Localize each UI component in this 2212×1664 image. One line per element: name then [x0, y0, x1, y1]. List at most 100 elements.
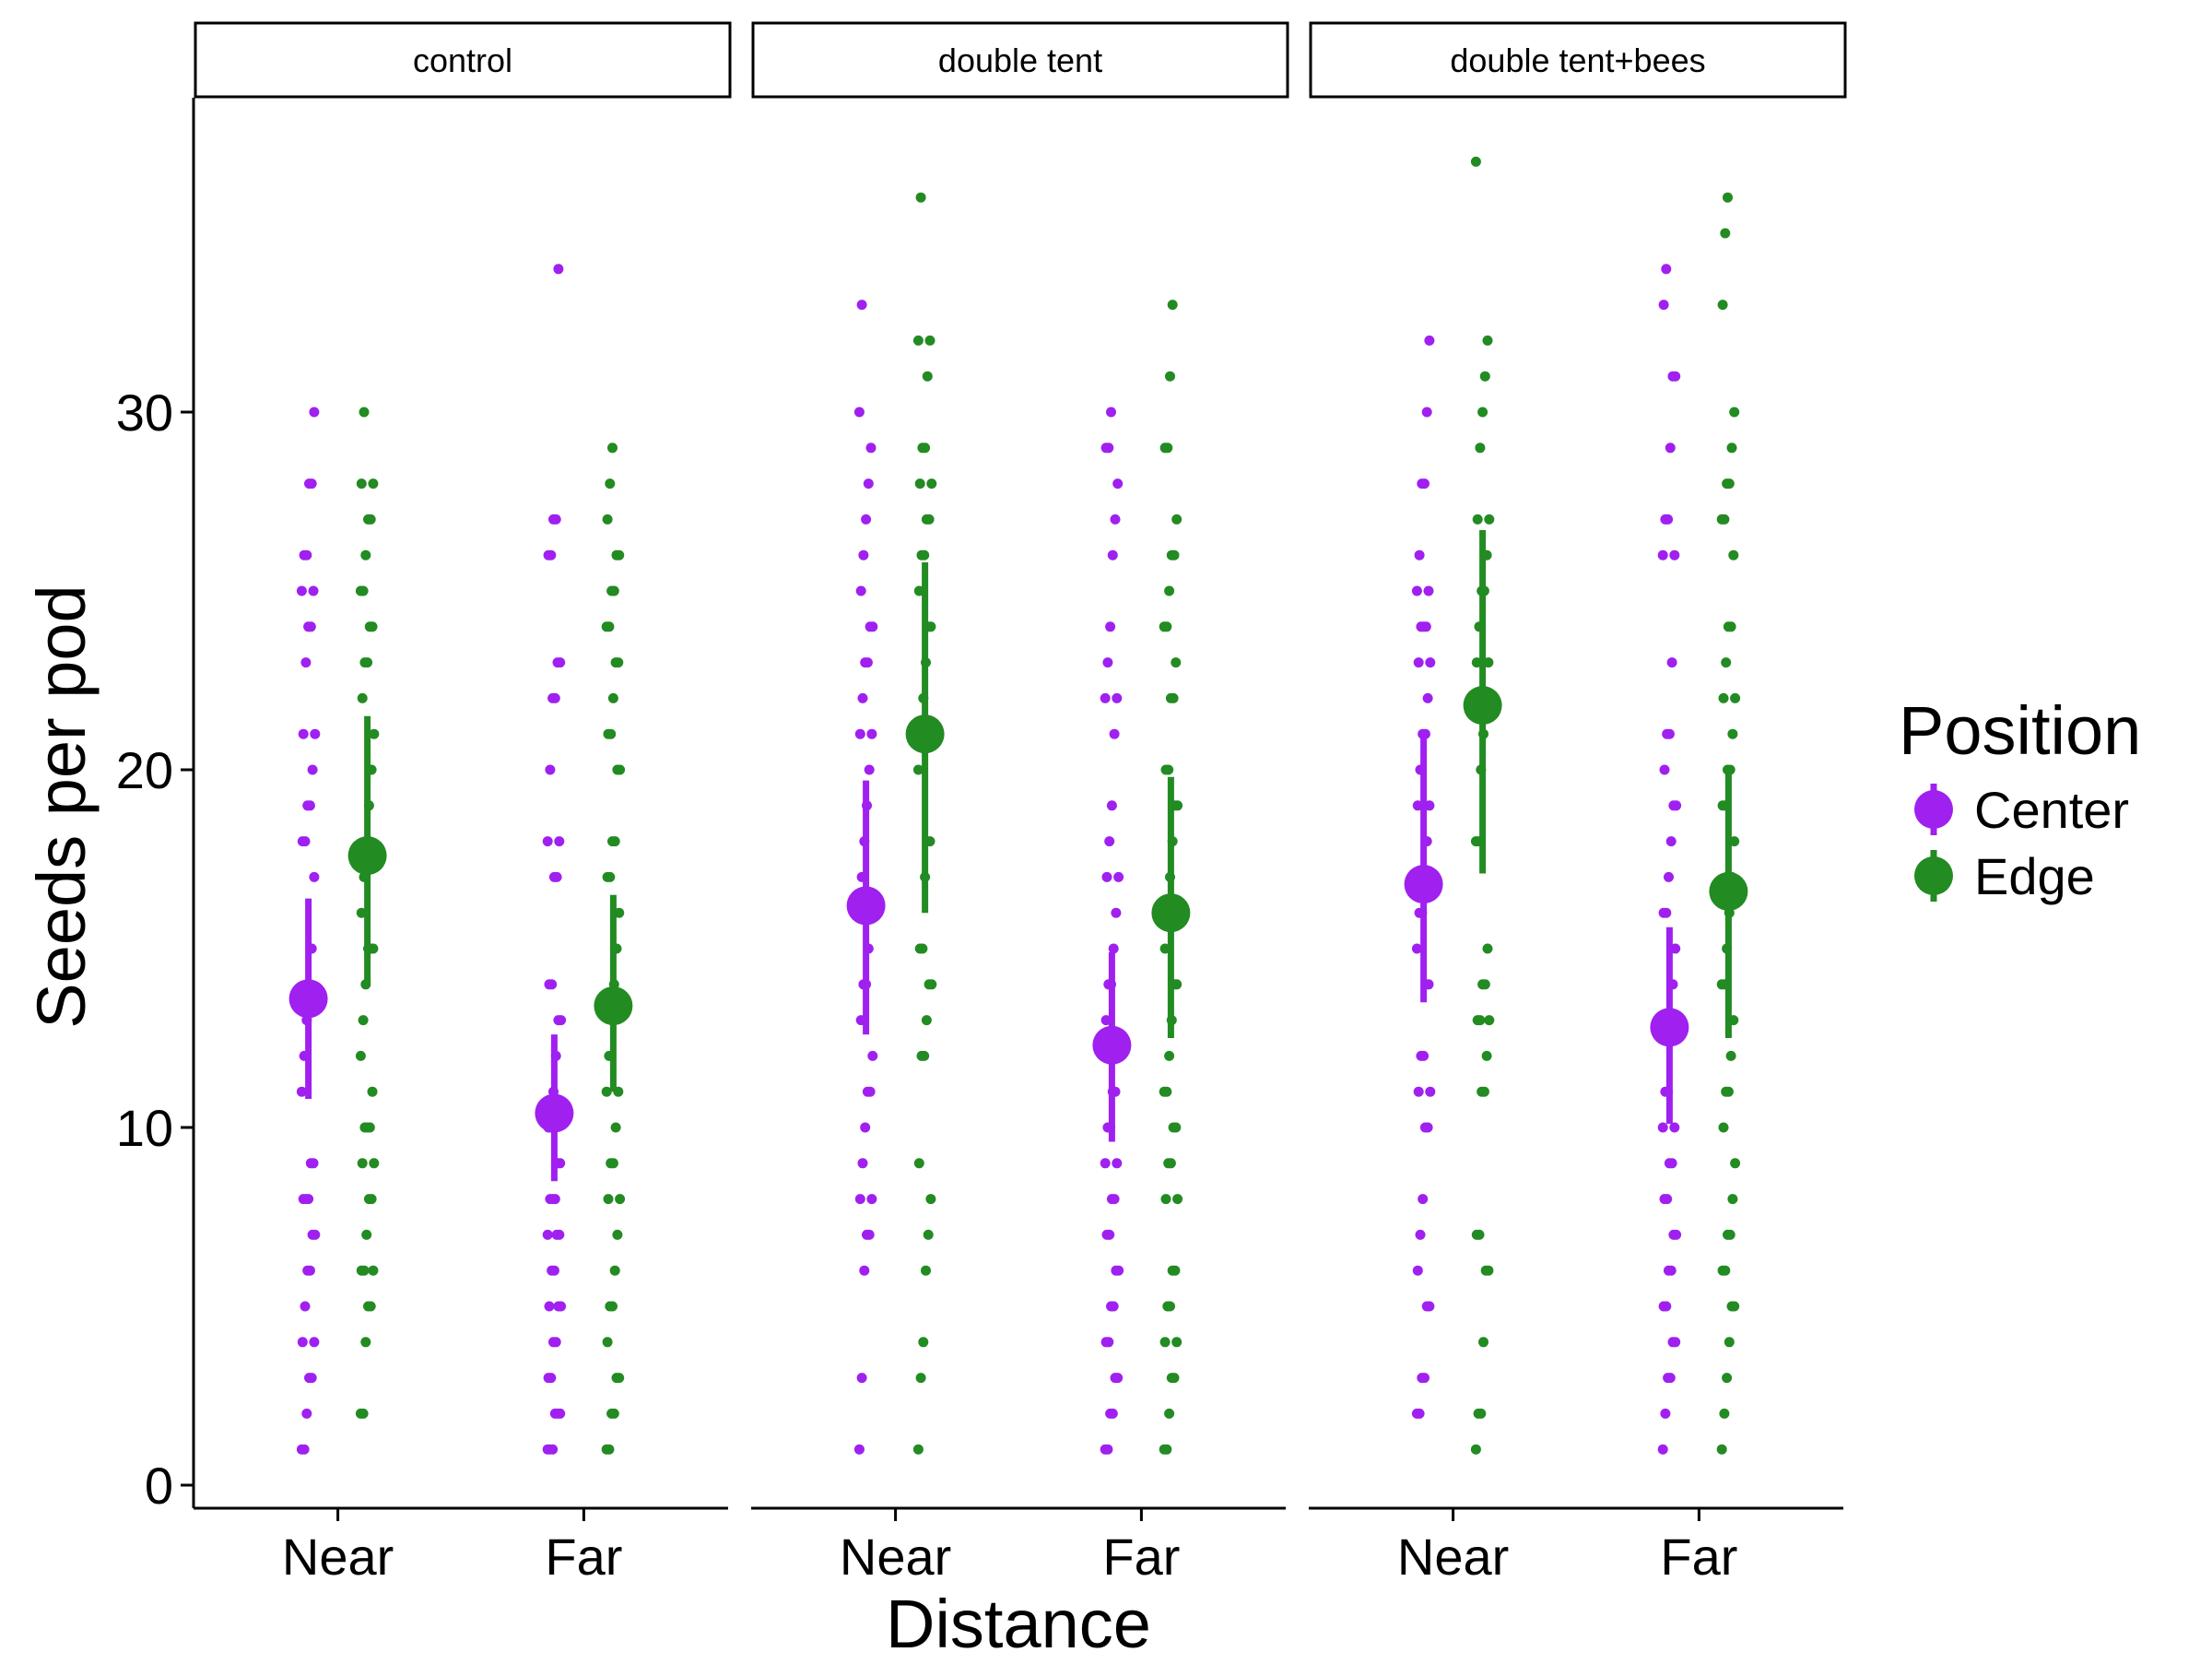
data-point [1168, 692, 1179, 703]
data-point [853, 407, 865, 418]
mean-point [905, 714, 945, 754]
data-point [860, 1122, 871, 1133]
data-point [299, 1444, 310, 1455]
x-tick-label: Far [1660, 1528, 1737, 1586]
data-point [305, 621, 316, 632]
data-point [915, 192, 926, 203]
data-point [856, 1373, 867, 1384]
data-point [308, 585, 319, 596]
x-tick-label: Near [282, 1528, 394, 1586]
data-point [603, 1194, 614, 1205]
y-tick-label: 0 [145, 1457, 173, 1515]
data-point [1171, 1122, 1182, 1133]
data-point [609, 1265, 620, 1276]
legend-title: Position [1899, 692, 2141, 769]
data-point [1665, 1373, 1676, 1384]
data-point [1671, 800, 1682, 811]
data-point [358, 1408, 369, 1419]
data-point [554, 836, 565, 847]
data-point [367, 621, 378, 632]
data-point [1170, 1265, 1181, 1276]
data-point [548, 1265, 559, 1276]
data-point [1476, 1408, 1487, 1419]
data-point [914, 478, 925, 490]
data-point [866, 1194, 877, 1205]
data-point [1661, 1301, 1672, 1312]
data-point [1113, 871, 1124, 882]
data-point [912, 335, 924, 346]
data-point [1169, 1373, 1180, 1384]
data-point [1724, 1337, 1735, 1348]
data-point [1411, 585, 1422, 596]
data-point [1722, 1373, 1733, 1384]
data-point [555, 1408, 566, 1419]
data-point [1730, 1158, 1741, 1169]
legend-entry: Edge [1914, 847, 2095, 905]
data-point [1413, 1086, 1424, 1097]
data-point [1100, 692, 1111, 703]
data-point [1727, 1194, 1738, 1205]
data-point [1719, 1408, 1730, 1419]
data-point [1720, 228, 1731, 239]
data-point [1419, 478, 1430, 490]
data-point [308, 1158, 319, 1169]
mean-point [1404, 865, 1443, 904]
data-point [359, 407, 370, 418]
data-point [1159, 1337, 1171, 1348]
data-point [357, 1158, 368, 1169]
data-point [915, 1373, 926, 1384]
data-point [1721, 657, 1732, 668]
data-point [306, 1373, 317, 1384]
data-point [1421, 407, 1432, 418]
data-point [1669, 1122, 1680, 1133]
data-point [1103, 443, 1114, 454]
data-point [1483, 1265, 1494, 1276]
legend: Position Center Edge [1899, 692, 2141, 905]
data-point [609, 836, 620, 847]
data-point [1163, 764, 1174, 775]
data-point [365, 1301, 376, 1312]
data-point [615, 1194, 626, 1205]
data-point [545, 764, 556, 775]
data-point [1171, 979, 1182, 990]
data-point [358, 585, 369, 596]
x-tick-label: Near [840, 1528, 951, 1586]
data-point [1664, 728, 1675, 739]
data-point [864, 1229, 875, 1240]
data-point [1666, 657, 1677, 668]
data-point [546, 1373, 557, 1384]
data-point [1171, 1337, 1182, 1348]
data-point [303, 1194, 314, 1205]
data-point [865, 443, 877, 454]
data-point [358, 1015, 369, 1026]
data-point [547, 1444, 559, 1455]
data-point [1164, 1050, 1175, 1061]
data-point [604, 621, 615, 632]
data-point [614, 907, 625, 918]
data-point [605, 871, 616, 882]
data-point [356, 478, 367, 490]
data-point [923, 1229, 934, 1240]
data-point [1670, 371, 1681, 382]
data-point [1108, 943, 1119, 954]
data-point [606, 728, 617, 739]
legend-key-point [1914, 790, 1953, 829]
data-point [555, 657, 566, 668]
data-point [549, 1194, 560, 1205]
data-point [310, 1229, 321, 1240]
panel: control Near Far [194, 21, 732, 1586]
data-point [1725, 621, 1736, 632]
data-point [1724, 478, 1735, 490]
data-point [1164, 585, 1175, 596]
data-point [920, 443, 931, 454]
data-point [361, 1229, 372, 1240]
data-point [1171, 513, 1182, 525]
data-point [1670, 1337, 1681, 1348]
data-point [1102, 657, 1113, 668]
data-point [1422, 692, 1433, 703]
data-point [1720, 1265, 1731, 1276]
data-point [1424, 335, 1435, 346]
data-point [1412, 1265, 1423, 1276]
